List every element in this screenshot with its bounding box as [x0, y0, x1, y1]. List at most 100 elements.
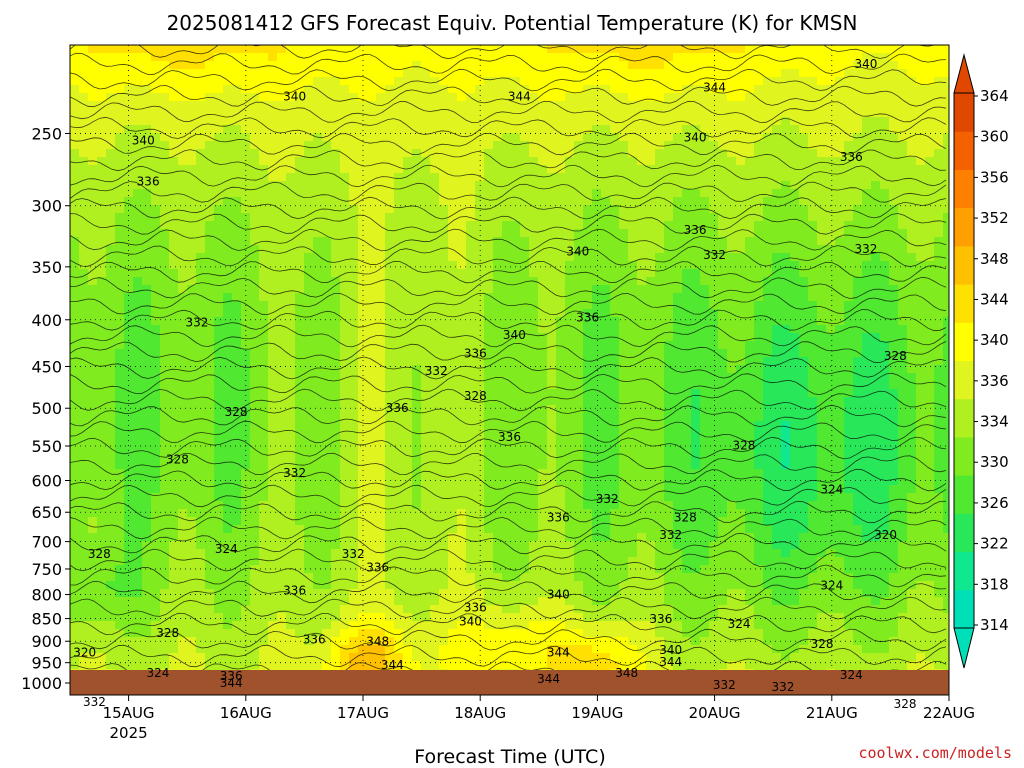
- field-cell: [367, 405, 377, 414]
- field-cell: [70, 165, 80, 174]
- field-cell: [142, 93, 152, 102]
- field-cell: [142, 285, 152, 294]
- field-cell: [178, 325, 188, 334]
- field-cell: [340, 317, 350, 326]
- field-cell: [403, 317, 413, 326]
- field-cell: [250, 501, 260, 510]
- field-cell: [205, 269, 215, 278]
- field-cell: [394, 517, 404, 526]
- field-cell: [259, 293, 269, 302]
- field-cell: [295, 309, 305, 318]
- field-cell: [187, 437, 197, 446]
- field-cell: [250, 149, 260, 158]
- field-cell: [421, 101, 431, 110]
- field-cell: [367, 157, 377, 166]
- field-cell: [520, 541, 530, 550]
- field-cell: [304, 285, 314, 294]
- field-cell: [214, 469, 224, 478]
- field-cell: [394, 437, 404, 446]
- field-cell: [250, 45, 260, 54]
- field-cell: [394, 381, 404, 390]
- field-cell: [574, 317, 584, 326]
- field-cell: [232, 149, 242, 158]
- field-cell: [205, 317, 215, 326]
- field-cell: [223, 333, 233, 342]
- field-cell: [133, 381, 143, 390]
- field-cell: [250, 653, 260, 662]
- field-cell: [268, 437, 278, 446]
- field-cell: [340, 389, 350, 398]
- field-cell: [232, 277, 242, 286]
- field-cell: [484, 629, 494, 638]
- field-cell: [349, 93, 359, 102]
- field-cell: [124, 117, 134, 126]
- field-cell: [475, 61, 485, 70]
- field-cell: [232, 53, 242, 62]
- field-cell: [88, 309, 98, 318]
- field-cell: [565, 349, 575, 358]
- field-cell: [448, 589, 458, 598]
- field-cell: [241, 173, 251, 182]
- field-cell: [529, 429, 539, 438]
- field-cell: [178, 413, 188, 422]
- field-cell: [124, 205, 134, 214]
- field-cell: [142, 501, 152, 510]
- field-cell: [358, 53, 368, 62]
- field-cell: [79, 365, 89, 374]
- field-cell: [250, 237, 260, 246]
- field-cell: [304, 229, 314, 238]
- field-cell: [358, 197, 368, 206]
- field-cell: [160, 101, 170, 110]
- field-cell: [565, 437, 575, 446]
- field-cell: [124, 365, 134, 374]
- field-cell: [529, 157, 539, 166]
- field-cell: [565, 61, 575, 70]
- field-cell: [79, 397, 89, 406]
- field-cell: [79, 45, 89, 54]
- field-cell: [556, 357, 566, 366]
- field-cell: [439, 141, 449, 150]
- field-cell: [340, 429, 350, 438]
- field-cell: [349, 581, 359, 590]
- field-cell: [574, 61, 584, 70]
- field-cell: [376, 133, 386, 142]
- field-cell: [169, 245, 179, 254]
- field-cell: [223, 301, 233, 310]
- field-cell: [529, 389, 539, 398]
- field-cell: [223, 645, 233, 654]
- field-cell: [529, 77, 539, 86]
- field-cell: [160, 117, 170, 126]
- field-cell: [538, 621, 548, 630]
- field-cell: [358, 349, 368, 358]
- field-cell: [583, 77, 593, 86]
- field-cell: [547, 293, 557, 302]
- field-cell: [610, 429, 620, 438]
- field-cell: [124, 373, 134, 382]
- field-cell: [295, 357, 305, 366]
- field-cell: [277, 517, 287, 526]
- field-cell: [385, 581, 395, 590]
- field-cell: [304, 525, 314, 534]
- field-cell: [484, 333, 494, 342]
- field-cell: [610, 509, 620, 518]
- field-cell: [133, 629, 143, 638]
- field-cell: [367, 637, 377, 646]
- field-cell: [304, 197, 314, 206]
- field-cell: [367, 573, 377, 582]
- field-cell: [322, 53, 332, 62]
- field-cell: [331, 325, 341, 334]
- field-cell: [232, 309, 242, 318]
- field-cell: [403, 389, 413, 398]
- field-cell: [367, 469, 377, 478]
- field-cell: [133, 445, 143, 454]
- field-cell: [277, 501, 287, 510]
- field-cell: [115, 141, 125, 150]
- field-cell: [277, 293, 287, 302]
- field-cell: [610, 69, 620, 78]
- field-cell: [592, 581, 602, 590]
- field-cell: [97, 637, 107, 646]
- field-cell: [160, 237, 170, 246]
- field-cell: [511, 501, 521, 510]
- field-cell: [610, 453, 620, 462]
- field-cell: [412, 573, 422, 582]
